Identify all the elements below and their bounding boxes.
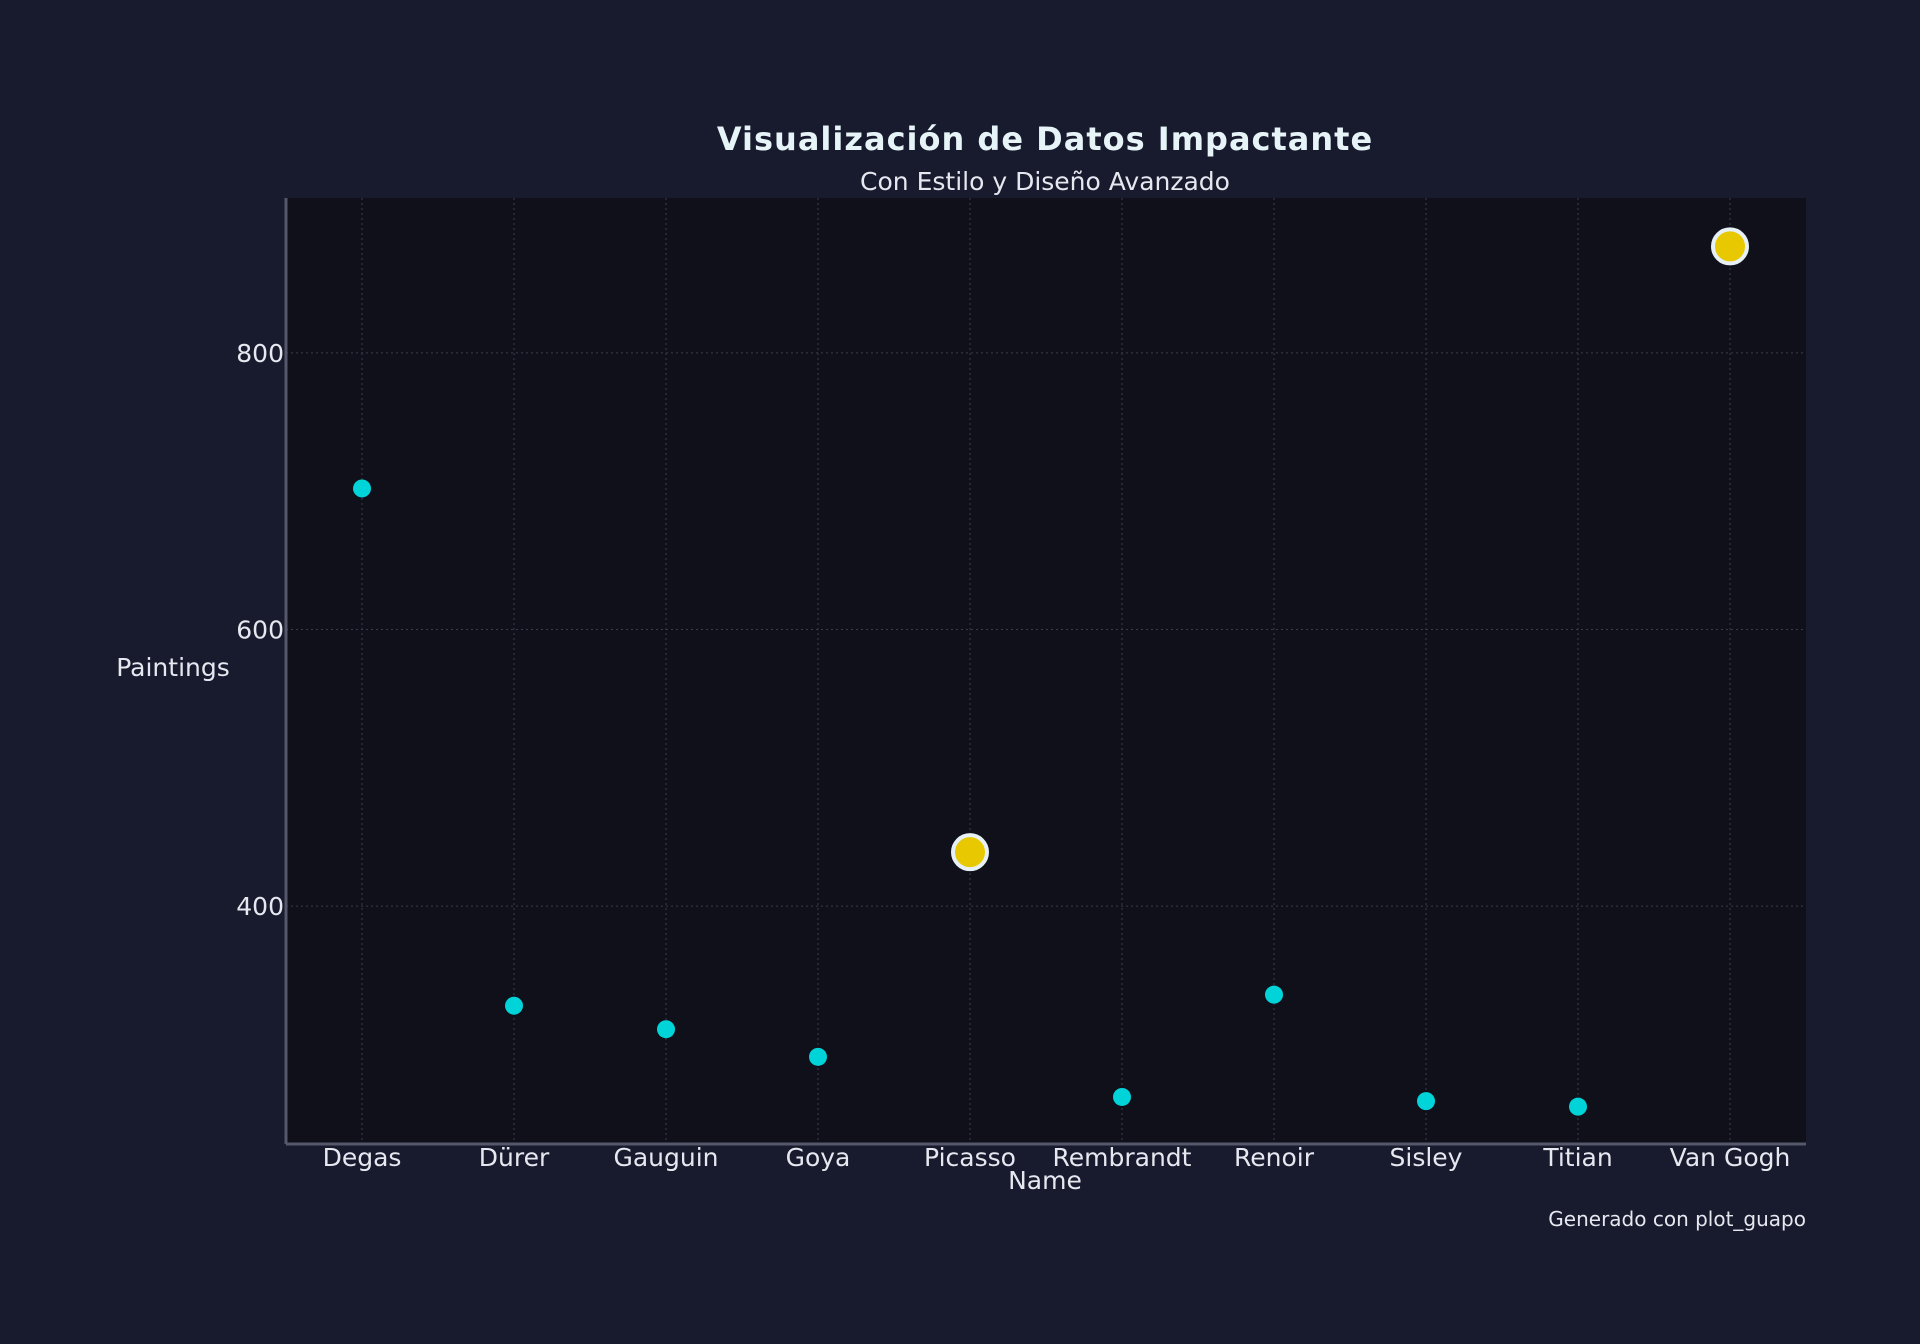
- data-point: [1569, 1097, 1587, 1116]
- data-points: [353, 227, 1749, 1116]
- y-tick-label: 400: [236, 892, 284, 921]
- data-point-highlighted: [951, 833, 989, 872]
- data-point: [1417, 1092, 1435, 1111]
- x-tick-label: Renoir: [1234, 1143, 1315, 1172]
- chart-title: Visualización de Datos Impactante: [717, 120, 1373, 158]
- chart-subtitle: Con Estilo y Diseño Avanzado: [860, 167, 1230, 196]
- data-point: [657, 1020, 675, 1039]
- x-tick-label: Sisley: [1390, 1143, 1463, 1172]
- data-point-highlighted: [1711, 227, 1749, 266]
- data-point: [809, 1047, 827, 1066]
- x-tick-label: Gauguin: [613, 1143, 718, 1172]
- data-point: [353, 479, 371, 498]
- x-tick-label: Degas: [323, 1143, 402, 1172]
- x-tick-label: Goya: [786, 1143, 851, 1172]
- x-tick-label: Van Gogh: [1670, 1143, 1791, 1172]
- y-tick-label: 800: [236, 339, 284, 368]
- plot-area: [286, 198, 1806, 1144]
- data-point: [1265, 985, 1283, 1004]
- x-tick-label: Dürer: [479, 1143, 550, 1172]
- grid-lines: [286, 198, 1806, 1144]
- y-tick-labels: 400 600 800: [236, 339, 284, 921]
- x-tick-label: Titian: [1542, 1143, 1612, 1172]
- x-axis-label: Name: [1008, 1166, 1082, 1195]
- x-tick-label: Rembrandt: [1053, 1143, 1192, 1172]
- y-axis-label: Paintings: [116, 653, 230, 682]
- data-point: [1113, 1087, 1131, 1106]
- data-point: [505, 996, 523, 1015]
- y-tick-label: 600: [236, 616, 284, 645]
- x-tick-labels: Degas Dürer Gauguin Goya Picasso Rembrandt Ren…: [323, 1143, 1791, 1172]
- chart-caption: Generado con plot_guapo: [1548, 1207, 1806, 1231]
- x-tick-label: Picasso: [924, 1143, 1016, 1172]
- axes: [284, 198, 1806, 1146]
